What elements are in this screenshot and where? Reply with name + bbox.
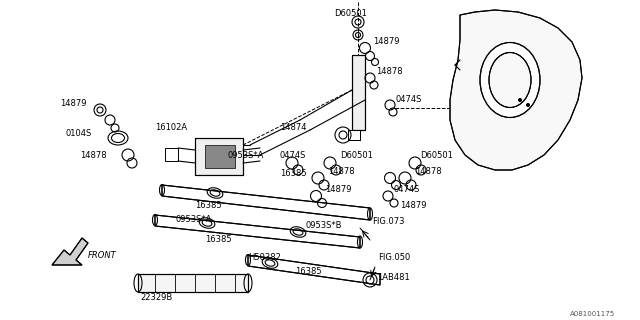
Text: 14878: 14878 <box>415 167 442 177</box>
Polygon shape <box>450 10 582 170</box>
Text: FIG.050: FIG.050 <box>378 253 410 262</box>
Ellipse shape <box>480 43 540 117</box>
Polygon shape <box>138 274 248 292</box>
Text: 0474S: 0474S <box>393 186 419 195</box>
Text: 0474S: 0474S <box>280 150 307 159</box>
Text: 14878: 14878 <box>328 167 355 177</box>
Text: FRONT: FRONT <box>88 251 116 260</box>
Polygon shape <box>155 215 360 248</box>
Text: 0104S: 0104S <box>65 129 92 138</box>
Text: A081001175: A081001175 <box>570 311 615 317</box>
Polygon shape <box>352 55 365 130</box>
Ellipse shape <box>489 52 531 108</box>
Polygon shape <box>52 238 88 265</box>
Polygon shape <box>195 138 243 175</box>
Text: D60501: D60501 <box>340 150 373 159</box>
Text: 1AB481: 1AB481 <box>377 274 410 283</box>
Text: 0953S*A: 0953S*A <box>228 150 264 159</box>
Text: 14879: 14879 <box>373 37 399 46</box>
Polygon shape <box>162 185 370 220</box>
Text: D60501: D60501 <box>420 150 453 159</box>
Text: 0474S: 0474S <box>395 95 421 105</box>
Text: 16385: 16385 <box>280 169 307 178</box>
Polygon shape <box>248 255 380 285</box>
Text: 0953S*A: 0953S*A <box>175 215 211 225</box>
Text: 16385: 16385 <box>205 236 232 244</box>
Text: 14874: 14874 <box>280 124 307 132</box>
Text: 14879: 14879 <box>400 201 426 210</box>
Text: FIG.073: FIG.073 <box>372 218 404 227</box>
Text: 14879: 14879 <box>60 100 86 108</box>
Text: 16385: 16385 <box>195 201 221 210</box>
Text: D60501: D60501 <box>334 10 367 19</box>
Circle shape <box>527 103 529 107</box>
Text: 16102A: 16102A <box>155 124 187 132</box>
Circle shape <box>518 99 522 101</box>
Polygon shape <box>348 130 360 140</box>
Text: 14878: 14878 <box>80 151 107 161</box>
Text: 14878: 14878 <box>376 68 403 76</box>
Text: 16385: 16385 <box>295 268 322 276</box>
Text: 14879: 14879 <box>325 186 351 195</box>
Text: 22329B: 22329B <box>140 293 172 302</box>
Text: 0953S*B: 0953S*B <box>305 220 342 229</box>
Polygon shape <box>205 145 235 168</box>
Text: H50382: H50382 <box>248 252 281 261</box>
